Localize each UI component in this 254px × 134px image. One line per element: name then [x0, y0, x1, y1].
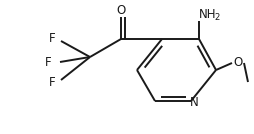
Text: O: O [116, 3, 126, 16]
Text: NH: NH [199, 8, 216, 21]
Text: N: N [190, 96, 198, 109]
Text: F: F [48, 77, 55, 90]
Text: F: F [45, 55, 52, 68]
Text: 2: 2 [214, 14, 219, 23]
Text: O: O [233, 57, 243, 70]
Text: F: F [48, 31, 55, 44]
